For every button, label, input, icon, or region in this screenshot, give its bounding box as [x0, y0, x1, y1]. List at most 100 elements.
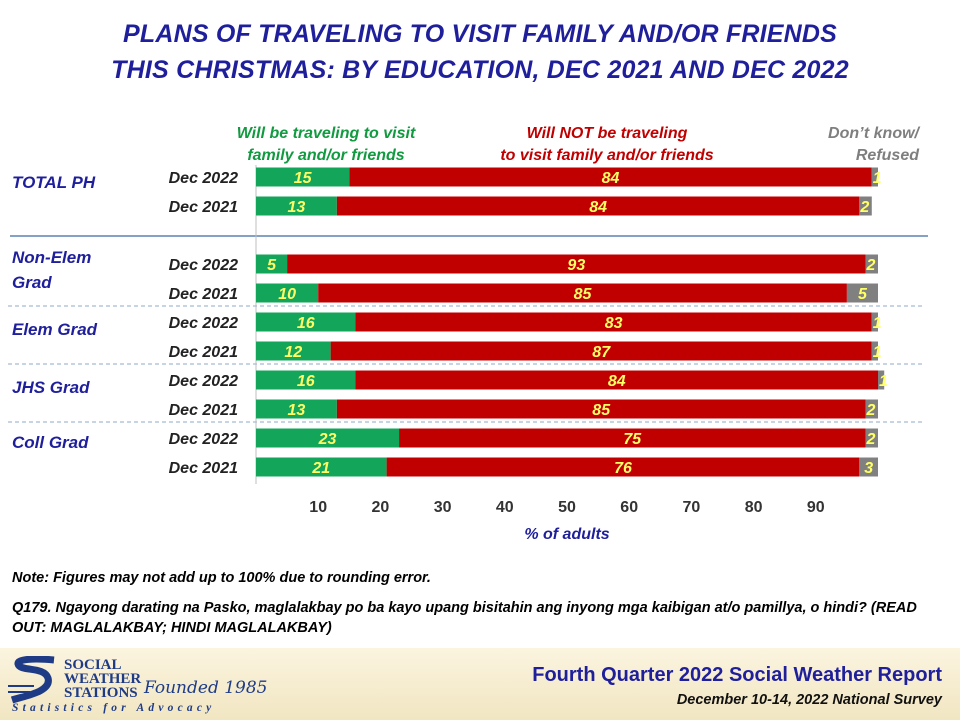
bar-segment: [859, 196, 872, 216]
period-label: Dec 2021: [169, 199, 238, 216]
bar-segment: [336, 196, 860, 216]
period-label: Dec 2022: [169, 315, 238, 332]
data-label: 85: [592, 402, 611, 419]
data-label: 21: [311, 460, 330, 477]
bar-segment: [256, 341, 331, 361]
rounding-note: Note: Figures may not add up to 100% due…: [12, 570, 431, 586]
period-label: Dec 2021: [169, 460, 238, 477]
data-label: 5: [858, 286, 868, 303]
logo-tagline: Statistics for Advocacy: [12, 702, 216, 714]
bar-segment: [878, 370, 885, 390]
data-label: 5: [267, 257, 277, 274]
x-tick-label: 70: [683, 499, 701, 516]
x-tick-label: 80: [745, 499, 763, 516]
data-label: 1: [879, 373, 888, 390]
bar-segment: [865, 428, 878, 448]
data-label: 23: [318, 431, 337, 448]
bar-segment: [846, 283, 878, 303]
data-label: 93: [567, 257, 585, 274]
chart-title-line-1: PLANS OF TRAVELING TO VISIT FAMILY AND/O…: [123, 20, 837, 48]
data-label: 1: [873, 344, 882, 361]
bar-segment: [386, 457, 860, 477]
group-label: Elem Grad: [12, 320, 98, 339]
legend-label: family and/or friends: [247, 147, 404, 164]
founded-signature: Founded 1985: [144, 678, 268, 698]
x-tick-label: 20: [372, 499, 390, 516]
data-label: 15: [294, 170, 313, 187]
data-label: 85: [574, 286, 593, 303]
period-label: Dec 2021: [169, 286, 238, 303]
group-label: Coll Grad: [12, 433, 89, 452]
logo-line: STATIONS: [64, 685, 138, 701]
bar-segment: [349, 167, 872, 187]
data-label: 84: [608, 373, 626, 390]
data-label: 3: [864, 460, 873, 477]
legend-label: Will be traveling to visit: [237, 125, 416, 142]
sws-logo: SOCIAL WEATHER STATIONS Founded 1985 Sta…: [4, 652, 274, 718]
period-label: Dec 2022: [169, 373, 238, 390]
period-label: Dec 2022: [169, 257, 238, 274]
data-label: 13: [288, 199, 306, 216]
legend-label: Refused: [856, 147, 920, 164]
x-tick-label: 60: [620, 499, 638, 516]
data-label: 1: [873, 315, 882, 332]
legend-label: to visit family and/or friends: [500, 147, 713, 164]
data-label: 2: [859, 199, 869, 216]
stacked-bar-chart: Will be traveling to visit family and/or …: [8, 125, 928, 543]
x-tick-label: 10: [309, 499, 327, 516]
report-footer: SOCIAL WEATHER STATIONS Founded 1985 Sta…: [0, 648, 960, 720]
group-label: TOTAL PH: [12, 173, 96, 192]
x-tick-label: 30: [434, 499, 452, 516]
data-label: 83: [605, 315, 623, 332]
bar-segment: [256, 370, 356, 390]
x-tick-label: 50: [558, 499, 576, 516]
period-label: Dec 2022: [169, 170, 238, 187]
data-label: 13: [288, 402, 306, 419]
period-label: Dec 2022: [169, 431, 238, 448]
bar-segment: [871, 312, 878, 332]
logo-line: WEATHER: [64, 671, 142, 687]
data-label: 84: [589, 199, 607, 216]
period-label: Dec 2021: [169, 344, 238, 361]
bar-segment: [330, 341, 872, 361]
period-label: Dec 2021: [169, 402, 238, 419]
report-title: Fourth Quarter 2022 Social Weather Repor…: [532, 664, 942, 686]
bar-segment: [256, 283, 319, 303]
bar-segment: [871, 167, 878, 187]
legend-label: Will NOT be traveling: [527, 125, 688, 142]
data-label: 16: [297, 373, 315, 390]
bar-segment: [871, 341, 878, 361]
data-label: 84: [602, 170, 620, 187]
data-label: 75: [623, 431, 642, 448]
bar-segment: [399, 428, 866, 448]
group-label: Non-Elem: [12, 248, 91, 267]
bar-segment: [355, 370, 878, 390]
report-subtitle: December 10-14, 2022 National Survey: [676, 692, 942, 708]
bar-segment: [865, 254, 878, 274]
bar-segment: [256, 167, 350, 187]
x-tick-label: 90: [807, 499, 825, 516]
chart-title-line-2: THIS CHRISTMAS: BY EDUCATION, DEC 2021 A…: [111, 56, 849, 84]
data-label: 76: [614, 460, 632, 477]
bar-segment: [256, 254, 288, 274]
data-label: 12: [284, 344, 302, 361]
bar-segment: [318, 283, 847, 303]
bar-segment: [865, 399, 878, 419]
x-axis-label: % of adults: [524, 526, 609, 543]
data-label: 16: [297, 315, 315, 332]
sws-logo-icon: [8, 656, 55, 704]
bar-segment: [256, 399, 337, 419]
bar-segment: [859, 457, 878, 477]
x-tick-label: 40: [496, 499, 514, 516]
bar-segment: [256, 312, 356, 332]
legend-label: Don’t know/: [828, 125, 921, 142]
bar-segment: [256, 428, 400, 448]
group-label: Grad: [12, 273, 52, 292]
bar-segment: [287, 254, 866, 274]
sws-logo-wordmark: SOCIAL WEATHER STATIONS: [64, 657, 142, 701]
survey-question: Q179. Ngayong darating na Pasko, maglala…: [12, 600, 917, 636]
data-label: 2: [866, 402, 876, 419]
logo-line: SOCIAL: [64, 657, 122, 673]
data-label: 2: [866, 431, 876, 448]
data-label: 1: [873, 170, 882, 187]
